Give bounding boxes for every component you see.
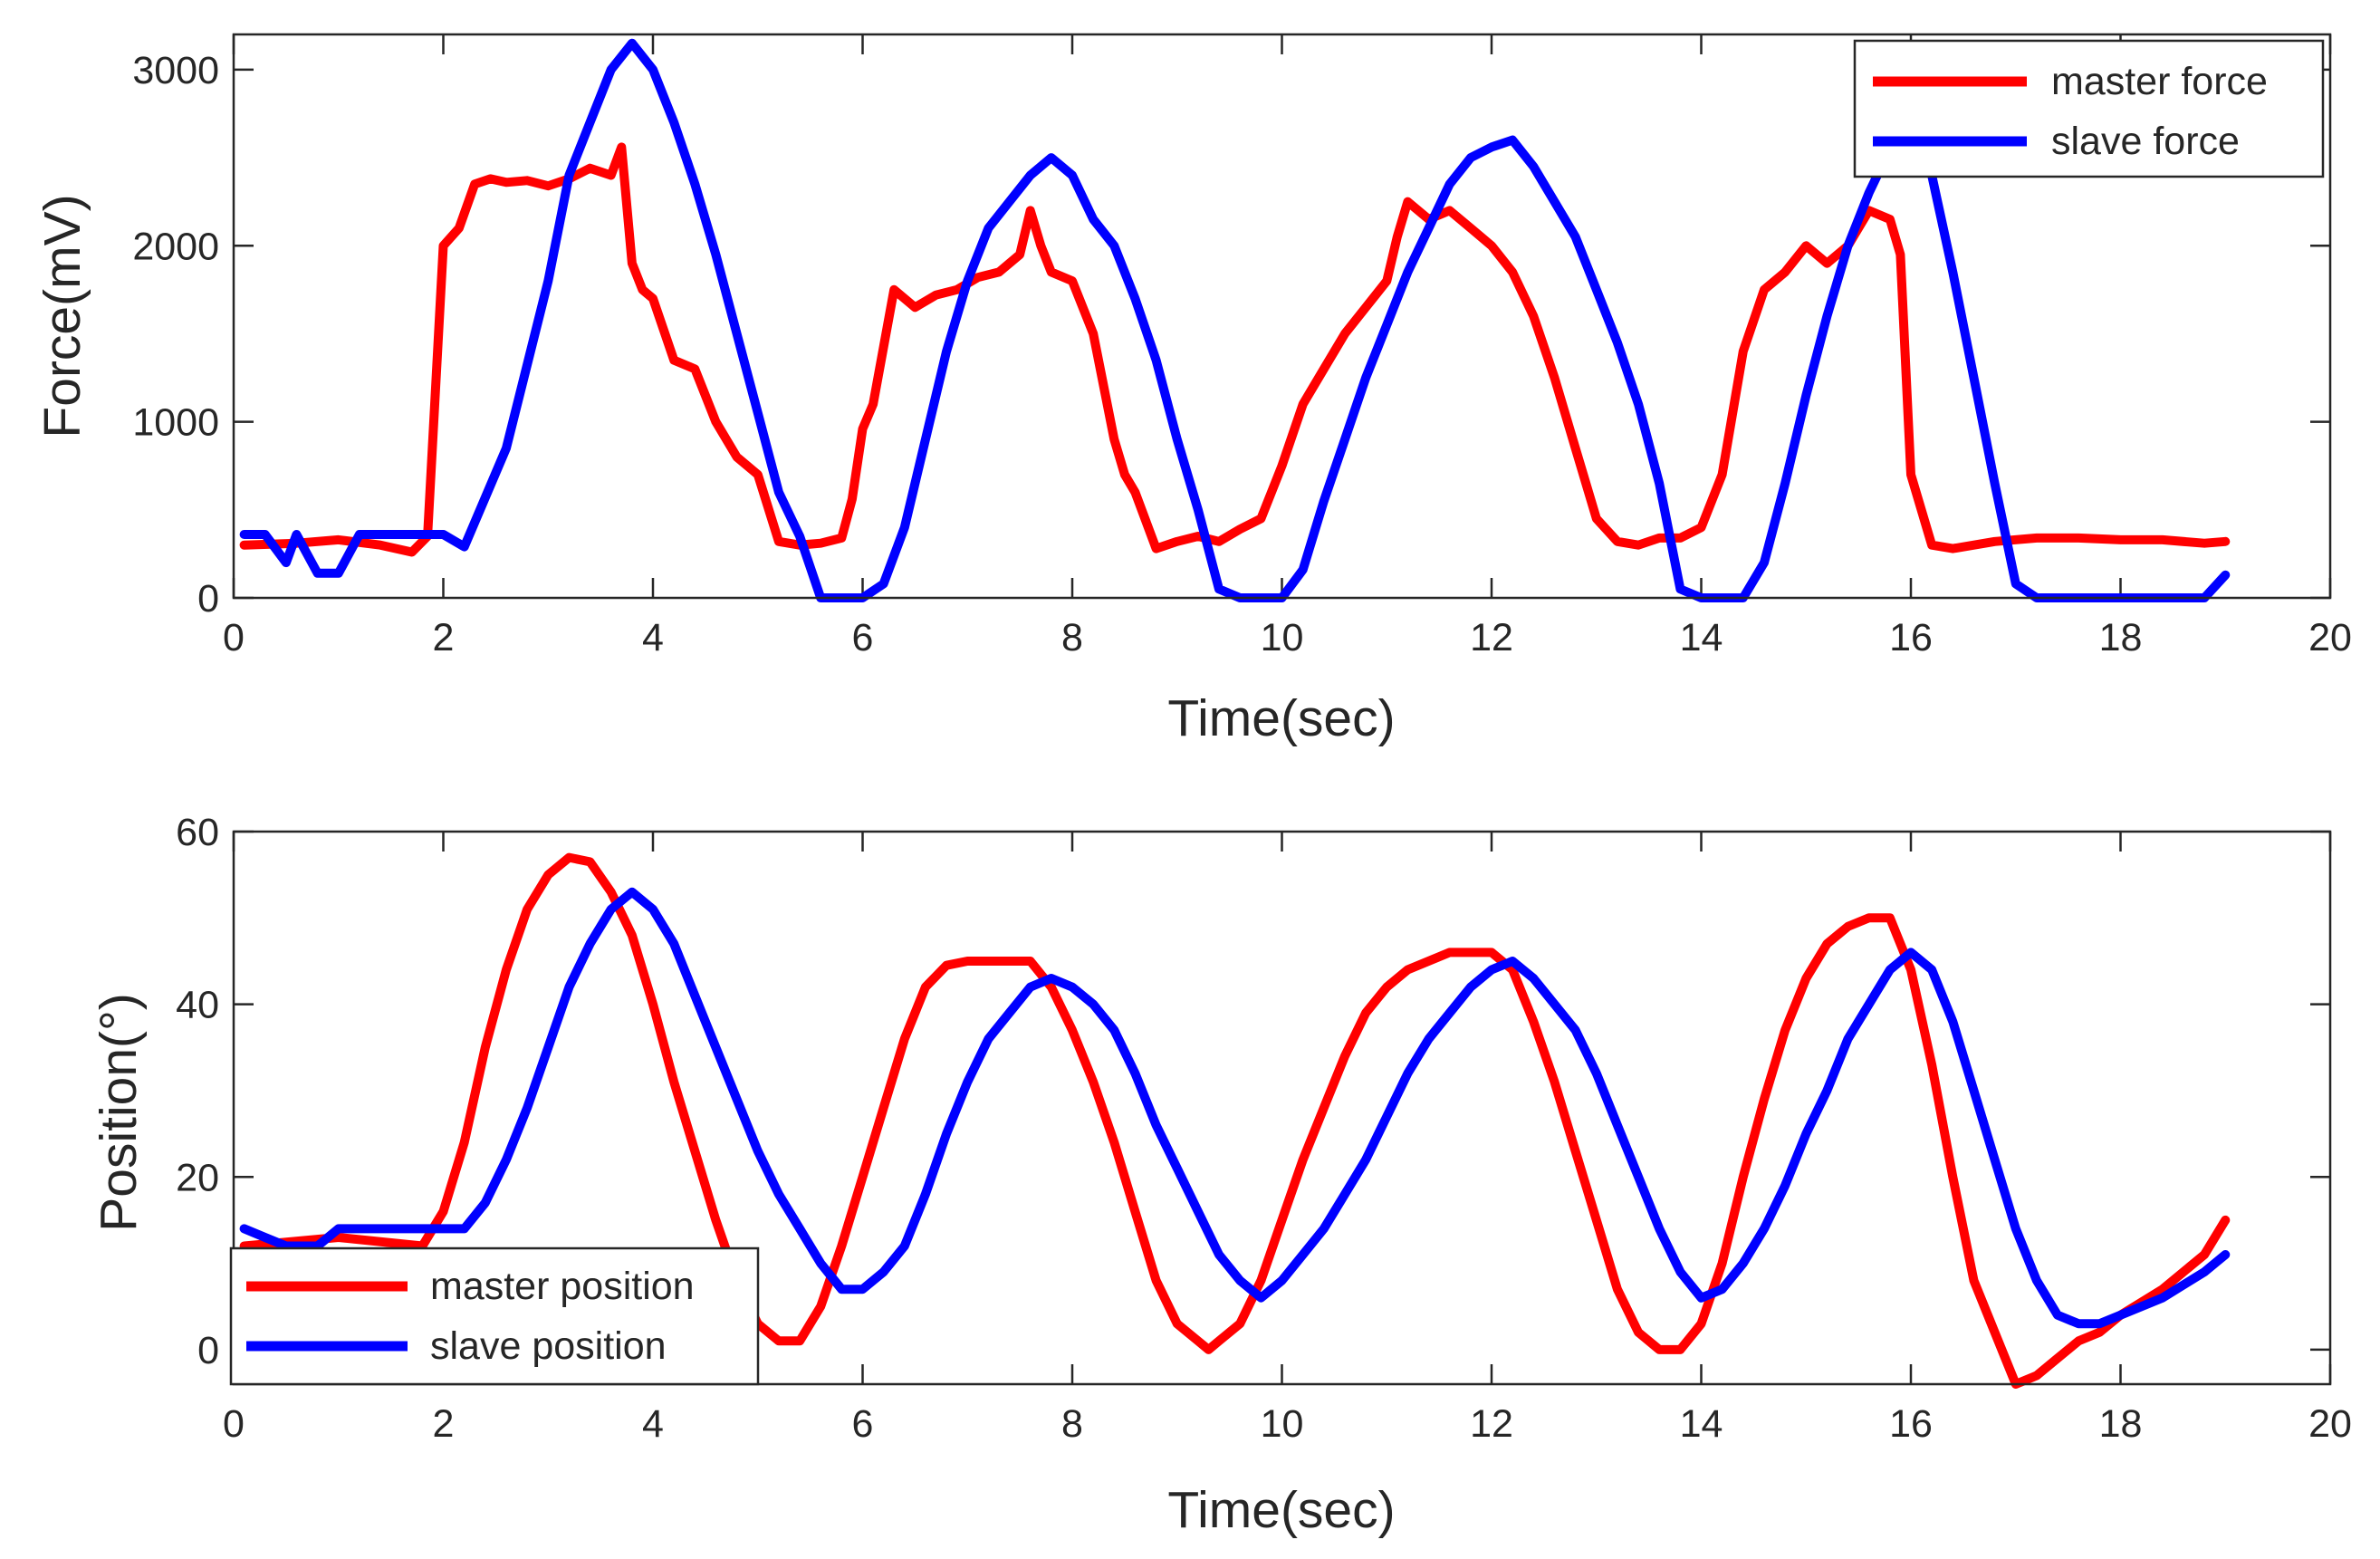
force-x-tick-label: 2 [433,616,455,659]
force-x-tick-label: 10 [1261,616,1304,659]
force-x-tick-label: 8 [1061,616,1083,659]
position-x-tick-label: 2 [433,1402,455,1446]
position-y-tick-label: 60 [176,811,219,854]
position-x-tick-label: 4 [642,1402,664,1446]
force-y-tick-label: 3000 [132,49,219,92]
position-y-tick-label: 20 [176,1156,219,1199]
position-x-tick-label: 14 [1680,1402,1723,1446]
force-legend-box [1853,39,2325,178]
position-panel: 0 2 4 6 8 10 12 14 16 18 20 0 20 40 60 Time(sec) Posit… [90,811,2352,1539]
position-x-tick-label: 12 [1470,1402,1513,1446]
position-tick-labels: 0 2 4 6 8 10 12 14 16 18 20 0 20 40 60 [176,811,2352,1446]
force-series-slave-line [239,38,2231,602]
position-x-tick-label: 20 [2308,1402,2352,1446]
force-panel: 0 2 4 6 8 10 12 14 16 18 20 0 1000 2000 3000 Time(sec)… [34,33,2352,747]
position-y-tick-label: 0 [197,1329,219,1372]
position-x-tick-label: 18 [2099,1402,2143,1446]
force-y-tick-label: 1000 [132,401,219,445]
force-x-tick-label: 0 [223,616,245,659]
force-y-tick-label: 0 [197,577,219,621]
force-x-tick-label: 12 [1470,616,1513,659]
position-y-tick-label: 40 [176,984,219,1027]
force-x-tick-label: 4 [642,616,664,659]
force-legend-label-slave: slave force [2051,120,2240,163]
position-x-tick-label: 0 [223,1402,245,1446]
force-x-tick-label: 20 [2308,616,2352,659]
position-legend-label-master: master position [430,1265,695,1308]
position-x-tick-label: 16 [1889,1402,1933,1446]
position-axes-box [232,830,2332,1386]
position-legend-box [229,1246,760,1386]
force-legend: master force slave force [1853,39,2325,178]
position-legend-label-slave: slave position [430,1324,667,1368]
force-tick-labels: 0 2 4 6 8 10 12 14 16 18 20 0 1000 2000 3000 [132,49,2352,659]
force-series-master-line [239,142,2231,557]
force-y-axis-label: Force(mV) [34,194,91,438]
force-legend-label-master: master force [2051,60,2268,103]
position-series [239,852,2231,1389]
force-x-tick-label: 6 [852,616,874,659]
force-x-tick-label: 18 [2099,616,2143,659]
position-legend: master position slave position [229,1246,760,1386]
position-x-tick-label: 6 [852,1402,874,1446]
force-y-tick-label: 2000 [132,225,219,268]
position-x-tick-label: 8 [1061,1402,1083,1446]
position-x-tick-label: 10 [1261,1402,1304,1446]
position-x-axis-label: Time(sec) [1167,1481,1395,1539]
position-series-slave-line [239,887,2231,1329]
force-x-tick-label: 14 [1680,616,1723,659]
force-series [239,38,2231,602]
position-series-master-line [239,852,2231,1389]
force-axes-box [232,33,2332,600]
force-x-axis-label: Time(sec) [1167,689,1395,747]
force-x-tick-label: 16 [1889,616,1933,659]
position-y-axis-label: Position(°) [90,993,148,1232]
